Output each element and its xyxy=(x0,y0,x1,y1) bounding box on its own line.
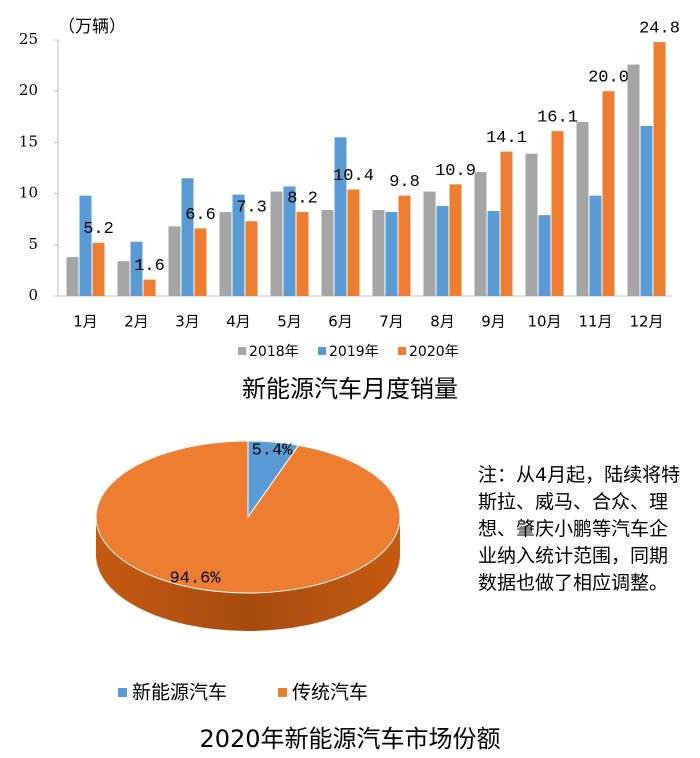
bar xyxy=(385,212,398,296)
bar xyxy=(551,131,564,296)
data-label: 5.4% xyxy=(252,441,294,460)
data-label: 10.4 xyxy=(333,167,374,186)
data-label: 8.2 xyxy=(287,190,318,209)
bar xyxy=(436,205,449,296)
bar xyxy=(321,209,334,296)
data-label: 9.8 xyxy=(389,173,420,192)
bar xyxy=(602,91,615,296)
bar xyxy=(449,184,462,296)
bar xyxy=(245,221,258,296)
y-tick-label: 20 xyxy=(19,81,38,99)
bar xyxy=(283,186,296,296)
x-tick-label: 11月 xyxy=(578,313,612,331)
x-tick-label: 9月 xyxy=(481,313,506,331)
bar xyxy=(576,121,589,296)
bar xyxy=(296,212,309,296)
bar xyxy=(117,261,130,296)
bar xyxy=(181,178,194,296)
legend-label: 2018年 xyxy=(249,344,299,360)
legend-label: 2019年 xyxy=(329,344,379,360)
bar xyxy=(66,257,79,296)
bar xyxy=(423,191,436,296)
bar xyxy=(79,195,92,296)
bar xyxy=(168,226,181,296)
bar xyxy=(92,242,105,296)
data-label: 7.3 xyxy=(236,199,267,218)
bar xyxy=(474,172,487,296)
legend-label: 新能源汽车 xyxy=(132,682,227,704)
y-tick-label: 25 xyxy=(19,30,38,48)
data-label: 94.6% xyxy=(169,569,221,588)
bar xyxy=(130,241,143,296)
y-tick-label: 5 xyxy=(28,235,38,253)
x-tick-label: 1月 xyxy=(73,313,98,331)
x-tick-label: 2月 xyxy=(124,313,149,331)
annotation: 注：从4月起，陆续将特斯拉、威马、合众、理想、肇庆小鹏等汽车企业纳入统计范围，同… xyxy=(478,464,681,594)
y-tick-label: 10 xyxy=(19,184,38,202)
data-label: 5.2 xyxy=(83,220,114,239)
bar xyxy=(627,64,640,297)
legend-label: 传统汽车 xyxy=(292,682,368,704)
x-tick-label: 6月 xyxy=(328,313,353,331)
x-tick-label: 3月 xyxy=(175,313,200,331)
chart-title: 新能源汽车月度销量 xyxy=(242,375,458,403)
x-tick-label: 8月 xyxy=(430,313,455,331)
data-label: 20.0 xyxy=(588,69,629,88)
bar xyxy=(525,153,538,296)
legend-swatch xyxy=(238,347,246,355)
legend-label: 2020年 xyxy=(409,344,459,360)
legend-swatch xyxy=(398,347,406,355)
bar xyxy=(334,137,347,296)
y-tick-label: 15 xyxy=(19,132,38,150)
chart-title: 2020年新能源汽车市场份额 xyxy=(199,725,500,753)
bar xyxy=(219,212,232,296)
data-label: 14.1 xyxy=(486,129,527,148)
x-tick-label: 10月 xyxy=(527,313,561,331)
pie-slice xyxy=(95,440,401,594)
bar xyxy=(487,211,500,296)
bar xyxy=(398,195,411,296)
data-label: 16.1 xyxy=(537,109,578,128)
bar xyxy=(372,209,385,296)
legend-swatch xyxy=(318,347,326,355)
x-tick-label: 12月 xyxy=(629,313,663,331)
data-label: 24.8 xyxy=(639,20,680,39)
bar xyxy=(538,215,551,296)
legend-swatch xyxy=(118,688,127,697)
bar xyxy=(143,279,156,296)
x-tick-label: 4月 xyxy=(226,313,251,331)
bar xyxy=(653,42,666,296)
y-unit-label: （万辆） xyxy=(58,17,126,37)
legend-swatch xyxy=(278,688,287,697)
bar xyxy=(589,195,602,296)
bar xyxy=(232,194,245,296)
data-label: 6.6 xyxy=(185,206,216,225)
bar xyxy=(270,191,283,296)
bar xyxy=(347,189,360,296)
y-tick-label: 0 xyxy=(28,286,38,304)
data-label: 1.6 xyxy=(134,257,165,276)
x-tick-label: 5月 xyxy=(277,313,302,331)
x-tick-label: 7月 xyxy=(379,313,404,331)
bar xyxy=(640,126,653,297)
bar xyxy=(194,228,207,296)
bar xyxy=(500,151,513,296)
pie-side xyxy=(96,517,400,631)
data-label: 10.9 xyxy=(435,162,476,181)
